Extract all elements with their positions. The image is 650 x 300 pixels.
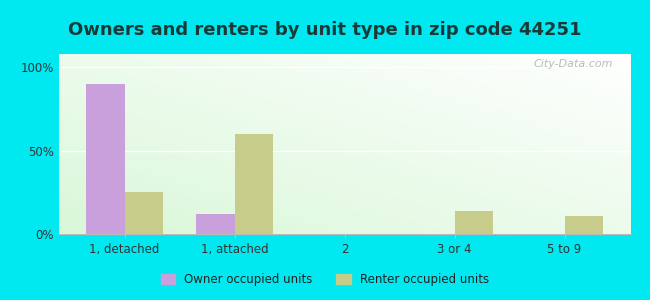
Text: City-Data.com: City-Data.com (534, 59, 614, 69)
Legend: Owner occupied units, Renter occupied units: Owner occupied units, Renter occupied un… (156, 269, 494, 291)
Text: Owners and renters by unit type in zip code 44251: Owners and renters by unit type in zip c… (68, 21, 582, 39)
Bar (196, 214, 235, 234)
Bar (564, 216, 603, 234)
Bar (235, 134, 273, 234)
Bar (125, 192, 163, 234)
Bar (86, 84, 125, 234)
Bar (454, 211, 493, 234)
